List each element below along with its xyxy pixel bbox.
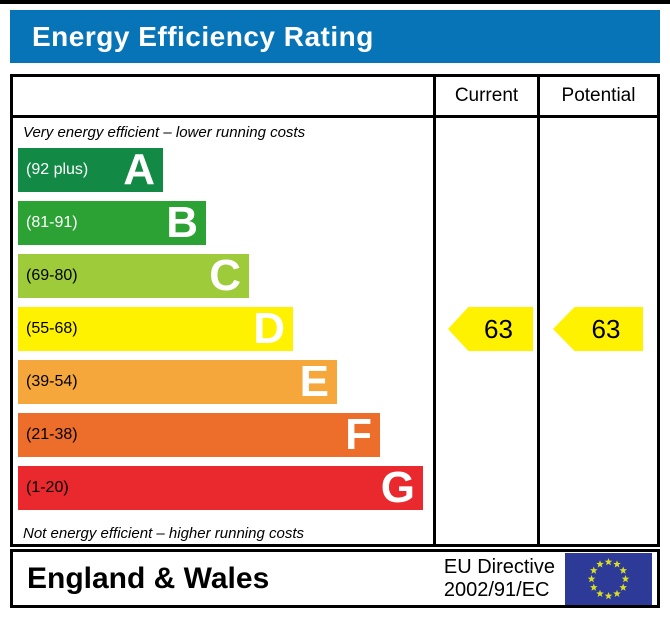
band-range-label: (1-20) [26,479,69,496]
band-row-f: (21-38) F [18,413,380,457]
region-label: England & Wales [27,561,270,595]
current-rating-arrow: 63 [448,307,533,351]
band-row-c: (69-80) C [18,254,249,298]
header-potential-cell: Potential [561,85,636,106]
column-divider-potential [537,118,540,547]
title-bar: Energy Efficiency Rating [10,10,660,63]
rating-table: Current Potential Very energy efficient … [10,74,660,547]
band-row-d: (55-68) D [18,307,293,351]
potential-rating-arrow: 63 [553,307,643,351]
band-letter: A [123,145,155,194]
top-border-strip [0,0,670,4]
band-range-label: (21-38) [26,426,78,443]
band-letter: E [299,357,329,406]
eu-directive-label: EU Directive 2002/91/EC [444,556,555,601]
potential-rating-value: 63 [591,313,621,344]
eu-directive-line2: 2002/91/EC [443,578,550,601]
column-divider-current [433,118,436,547]
band-range-label: (81-91) [26,214,78,231]
header-spacer-cell [13,77,436,115]
page-title: Energy Efficiency Rating [32,20,374,52]
band-row-b: (81-91) B [18,201,206,245]
band-row-g: (1-20) G [18,466,423,510]
band-range-label: (39-54) [26,373,78,390]
header-current-cell: Current [436,77,540,115]
band-row-a: (92 plus) A [18,148,163,192]
table-header-row: Current Potential [13,77,657,118]
bottom-caption: Not energy efficient – higher running co… [23,525,304,542]
band-range-label: (92 plus) [26,161,89,178]
eu-directive-line1: EU Directive [443,556,555,579]
band-range-label: (55-68) [26,320,78,337]
band-range-label: (69-80) [26,267,78,284]
footer-bar: England & Wales EU Directive 2002/91/EC [10,549,660,608]
table-body: Very energy efficient – lower running co… [13,118,657,547]
band-letter: C [209,251,241,300]
top-caption: Very energy efficient – lower running co… [23,124,306,141]
band-letter: B [166,198,198,247]
band-row-e: (39-54) E [18,360,337,404]
band-letter: D [253,304,285,353]
band-letter: G [380,463,415,512]
band-letter: F [345,410,372,459]
current-rating-value: 63 [484,313,513,344]
eu-flag-icon [565,552,652,605]
